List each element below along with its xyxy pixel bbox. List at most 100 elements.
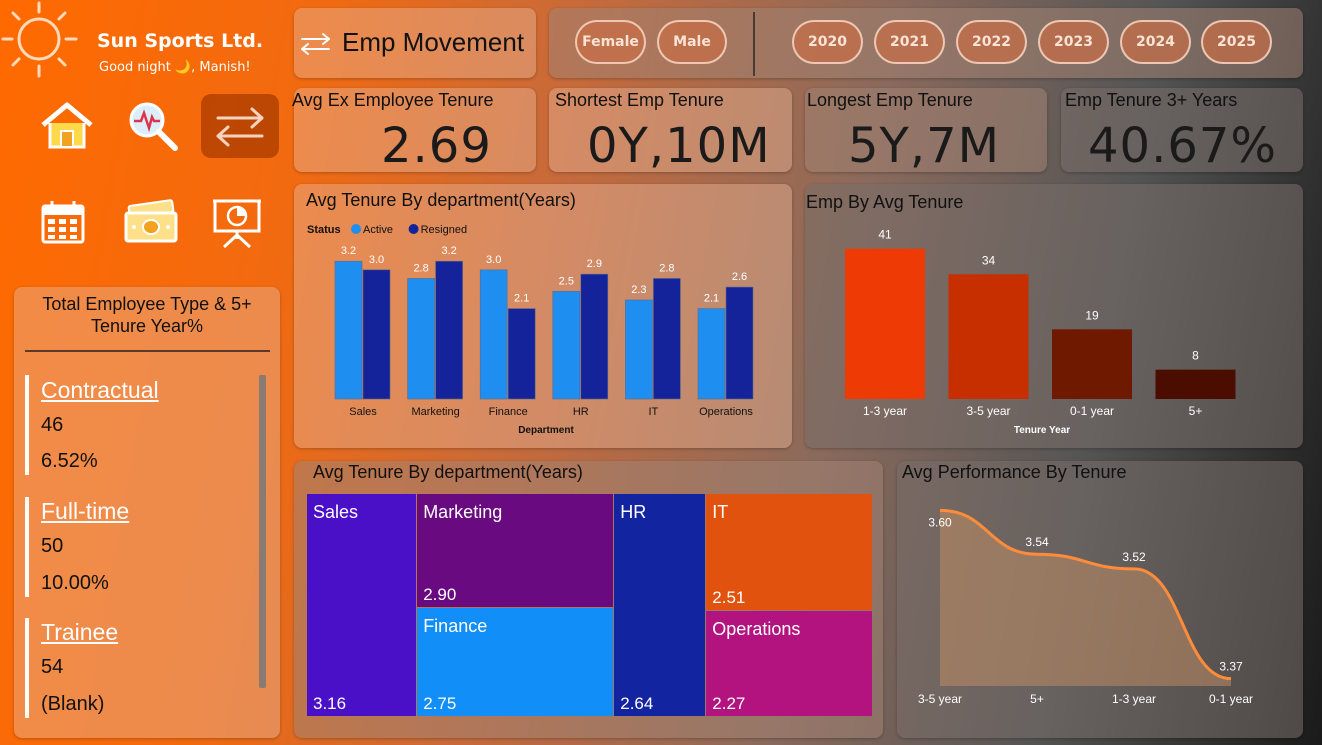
data-label: 2.8 <box>659 262 674 274</box>
legend-marker <box>408 224 419 234</box>
bar-active-sales[interactable] <box>334 260 363 400</box>
employee-type-title: Total Employee Type & 5+ Tenure Year% <box>14 293 280 337</box>
employee-type-title-line1: Total Employee Type & 5+ <box>42 294 252 314</box>
bar-resigned-hr[interactable] <box>580 273 609 400</box>
data-label: 3.0 <box>369 254 384 266</box>
nav-calendar-button[interactable] <box>24 190 102 254</box>
x-axis-title: Tenure Year <box>1014 425 1070 436</box>
kpi-label: Longest Emp Tenure <box>807 90 973 110</box>
bar-5+[interactable] <box>1155 369 1236 399</box>
kpi-card-longest-tenure <box>805 88 1047 172</box>
data-label: 3.60 <box>928 515 952 529</box>
chart-title: Avg Performance By Tenure <box>902 462 1127 482</box>
employee-type-name: Contractual <box>41 377 159 403</box>
x-tick-label: IT <box>649 406 659 418</box>
treemap-cell-value: 2.27 <box>712 693 746 713</box>
treemap-cell-it[interactable]: IT 2.51 <box>706 494 872 611</box>
employee-type-accent-bar <box>25 618 29 718</box>
employee-type-percent: 6.52% <box>41 450 98 472</box>
data-label: 41 <box>878 228 892 242</box>
data-label: 3.54 <box>1025 535 1049 549</box>
treemap-cell-operations[interactable]: Operations 2.27 <box>706 611 872 716</box>
employee-type-scrollbar[interactable] <box>259 375 266 688</box>
kpi-value: 5Y,7M <box>848 118 1001 174</box>
kpi-card-avg-ex-tenure <box>294 88 536 172</box>
analytics-icon <box>129 102 178 151</box>
page-title: Emp Movement <box>342 27 525 57</box>
performance-area-chart: 3.60 3.54 3.52 3.37 3-5 year 5+ 1-3 year 0-1 ye… <box>918 508 1253 706</box>
movement-icon <box>216 107 264 147</box>
bar-active-marketing[interactable] <box>407 278 435 400</box>
filter-year-2025-button[interactable]: 2025 <box>1201 20 1272 64</box>
employee-type-percent: 10.00% <box>41 572 109 594</box>
filter-year-2023-button[interactable]: 2023 <box>1038 20 1109 64</box>
treemap-cell-hr[interactable]: HR 2.64 <box>614 494 706 716</box>
nav-movement-button[interactable] <box>201 94 279 158</box>
treemap-cell-marketing[interactable]: Marketing 2.90 <box>417 494 614 608</box>
filter-male-button[interactable]: Male <box>657 20 727 64</box>
employee-type-count: 50 <box>41 535 64 557</box>
emp-by-tenure-bar-chart: 41 1-3 year 34 3-5 year 19 0-1 year 8 5+ Tenure … <box>845 228 1236 436</box>
employee-type-accent-bar <box>25 497 29 597</box>
data-label: 2.1 <box>704 293 719 305</box>
dept-tenure-treemap: Sales 3.16 Marketing 2.90 Finance 2.75 HR 2.64 I… <box>307 494 873 717</box>
data-label: 3.52 <box>1122 550 1146 564</box>
employee-type-card <box>14 287 280 738</box>
treemap-cell-value: 2.90 <box>423 585 457 605</box>
nav-money-button[interactable] <box>112 190 190 254</box>
bar-3-5-year[interactable] <box>948 274 1029 399</box>
legend-label: Resigned <box>421 224 467 236</box>
filter-divider <box>753 12 755 76</box>
movement-title-icon <box>301 33 330 55</box>
treemap-cell-value: 3.16 <box>313 694 347 713</box>
treemap-cell-sales[interactable]: Sales 3.16 <box>307 494 417 716</box>
filter-year-2021-button[interactable]: 2021 <box>874 20 945 64</box>
performance-line[interactable] <box>939 508 1232 681</box>
x-tick-label: Marketing <box>411 406 459 418</box>
bar-active-finance[interactable] <box>479 269 508 400</box>
bar-0-1-year[interactable] <box>1052 329 1132 399</box>
bar-resigned-it[interactable] <box>653 278 681 400</box>
nav-analytics-button[interactable] <box>114 94 192 158</box>
bar-resigned-marketing[interactable] <box>435 260 463 400</box>
data-label: 3.0 <box>486 254 501 266</box>
employee-type-count: 54 <box>41 656 64 678</box>
presentation-icon <box>213 199 261 249</box>
money-icon <box>124 199 178 243</box>
filter-year-2020-button[interactable]: 2020 <box>792 20 863 64</box>
bar-active-operations[interactable] <box>697 308 726 400</box>
filter-year-2024-button[interactable]: 2024 <box>1120 20 1191 64</box>
nav-home-button[interactable] <box>28 94 106 158</box>
bar-1-3-year[interactable] <box>845 248 925 399</box>
filter-year-2022-button[interactable]: 2022 <box>956 20 1027 64</box>
page-title-card <box>294 8 536 78</box>
bar-resigned-sales[interactable] <box>362 269 391 400</box>
bar-active-it[interactable] <box>625 299 653 400</box>
treemap-cell-finance[interactable]: Finance 2.75 <box>417 608 614 716</box>
employee-type-accent-bar <box>25 375 29 475</box>
filter-female-button[interactable]: Female <box>575 20 646 64</box>
x-tick-label: HR <box>573 406 589 418</box>
bar-resigned-operations[interactable] <box>725 286 754 400</box>
calendar-icon <box>41 201 85 244</box>
treemap-cell-label: Marketing <box>423 502 503 522</box>
treemap-cell-label: HR <box>620 502 647 522</box>
data-label: 2.8 <box>413 262 428 274</box>
kpi-label: Shortest Emp Tenure <box>555 90 724 110</box>
nav-presentation-button[interactable] <box>198 190 276 254</box>
employee-type-title-line2: Tenure Year% <box>90 316 204 336</box>
x-tick-label: 3-5 year <box>918 692 962 706</box>
bar-active-hr[interactable] <box>552 291 581 400</box>
treemap-cell-label: IT <box>712 502 729 522</box>
employee-type-name: Full-time <box>41 498 130 524</box>
kpi-label: Avg Ex Employee Tenure <box>292 90 494 110</box>
legend-label: Active <box>363 224 393 236</box>
sun-logo-icon <box>1 1 78 78</box>
employee-type-percent: (Blank) <box>41 693 105 715</box>
legend-marker <box>351 224 361 234</box>
treemap-cell-label: Finance <box>423 616 488 637</box>
data-label: 2.3 <box>631 284 646 296</box>
bar-resigned-finance[interactable] <box>507 308 536 400</box>
chart-title: Emp By Avg Tenure <box>806 192 964 212</box>
x-tick-label: 5+ <box>1030 692 1044 706</box>
